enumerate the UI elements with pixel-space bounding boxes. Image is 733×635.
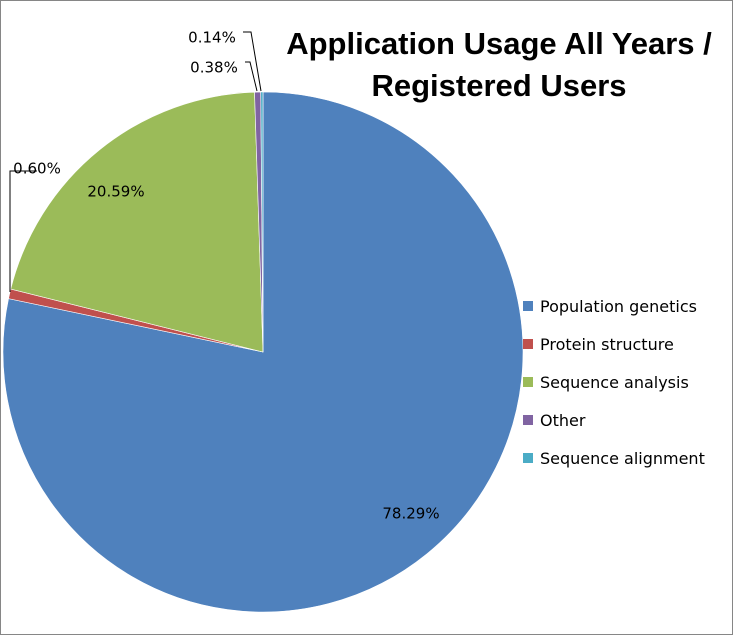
chart-title-line-1: Application Usage All Years / bbox=[286, 26, 712, 61]
legend: Population genetics Protein structure Se… bbox=[523, 287, 705, 477]
legend-item-population-genetics: Population genetics bbox=[523, 287, 705, 325]
data-label-sequence-alignment: 0.14% bbox=[188, 29, 236, 47]
data-label-sequence-analysis: 20.59% bbox=[87, 183, 144, 201]
legend-swatch-other bbox=[523, 415, 533, 425]
legend-label-sequence-analysis: Sequence analysis bbox=[540, 372, 689, 392]
legend-label-sequence-alignment: Sequence alignment bbox=[540, 448, 705, 468]
leader-line-sequence-alignment bbox=[243, 31, 262, 92]
legend-item-protein-structure: Protein structure bbox=[523, 325, 705, 363]
legend-swatch-sequence-alignment bbox=[523, 453, 533, 463]
pie-slice-sequence-alignment bbox=[260, 91, 264, 353]
pie-slice-sequence-analysis bbox=[10, 91, 264, 353]
legend-item-sequence-alignment: Sequence alignment bbox=[523, 439, 705, 477]
legend-swatch-population-genetics bbox=[523, 301, 533, 311]
legend-item-sequence-analysis: Sequence analysis bbox=[523, 363, 705, 401]
legend-label-population-genetics: Population genetics bbox=[540, 296, 697, 316]
legend-label-protein-structure: Protein structure bbox=[540, 334, 674, 354]
chart-title-line-2: Registered Users bbox=[371, 68, 627, 103]
pie-slice-population-genetics bbox=[2, 91, 524, 613]
legend-swatch-sequence-analysis bbox=[523, 377, 533, 387]
chart-title: Application Usage All Years / Registered… bbox=[269, 23, 729, 107]
data-label-population-genetics: 78.29% bbox=[382, 505, 439, 523]
legend-label-other: Other bbox=[540, 410, 586, 430]
legend-item-other: Other bbox=[523, 401, 705, 439]
data-label-other: 0.38% bbox=[190, 59, 238, 77]
leader-line-protein-structure bbox=[9, 170, 37, 292]
leader-line-other bbox=[245, 61, 258, 92]
data-label-protein-structure: 0.60% bbox=[13, 160, 61, 178]
legend-swatch-protein-structure bbox=[523, 339, 533, 349]
